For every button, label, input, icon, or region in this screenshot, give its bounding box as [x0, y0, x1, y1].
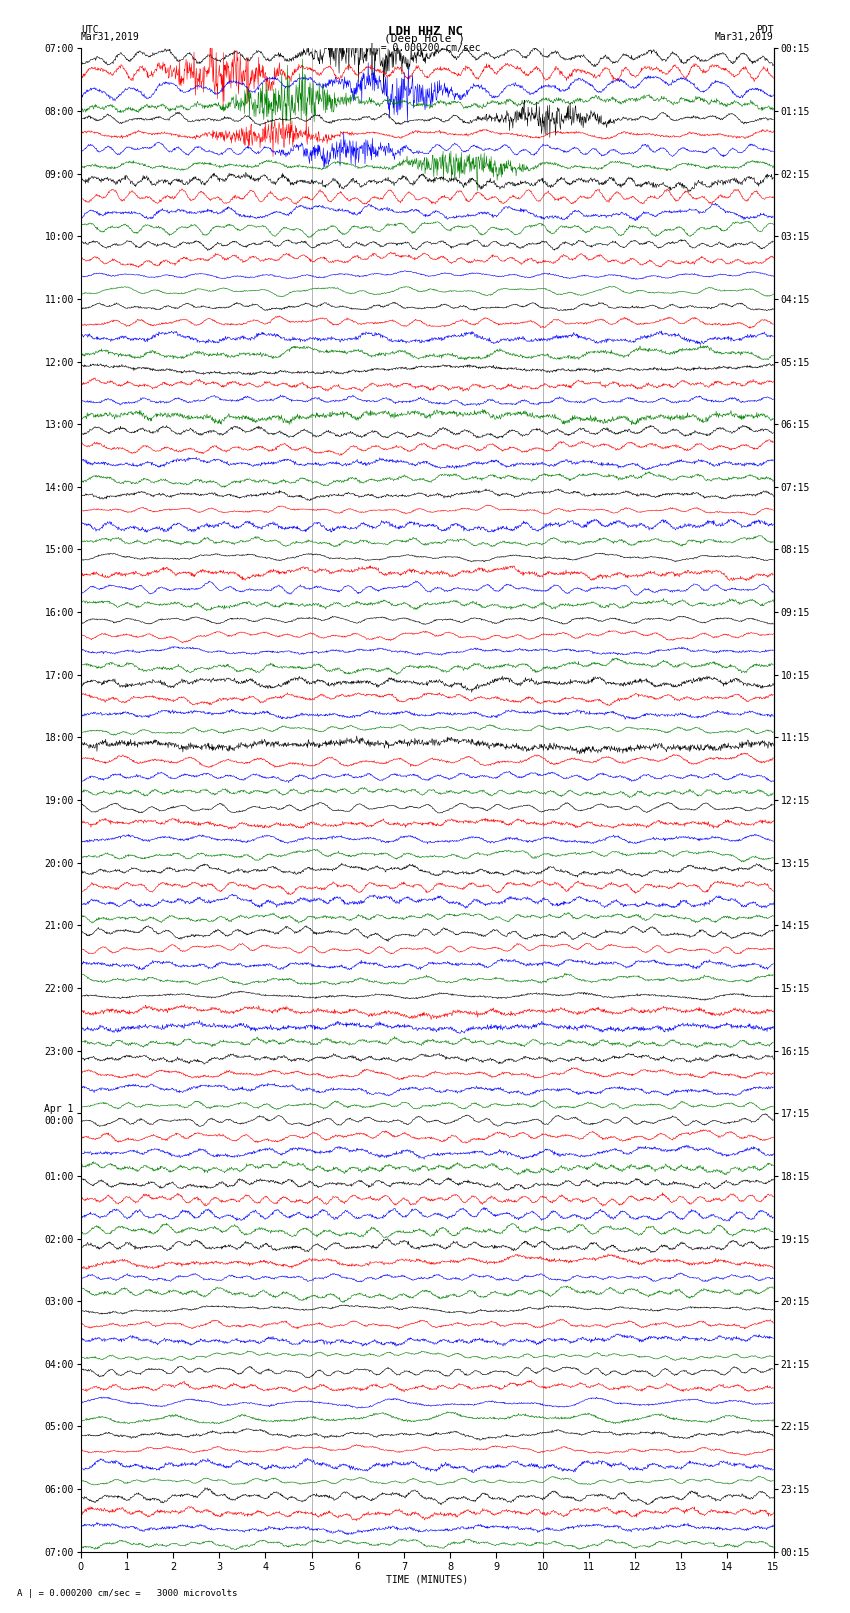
Text: (Deep Hole ): (Deep Hole ) — [384, 34, 466, 44]
Text: PDT: PDT — [756, 24, 774, 35]
Text: Mar31,2019: Mar31,2019 — [715, 32, 774, 42]
X-axis label: TIME (MINUTES): TIME (MINUTES) — [386, 1574, 468, 1586]
Text: Mar31,2019: Mar31,2019 — [81, 32, 139, 42]
Text: A | = 0.000200 cm/sec =   3000 microvolts: A | = 0.000200 cm/sec = 3000 microvolts — [17, 1589, 237, 1598]
Text: | = 0.000200 cm/sec: | = 0.000200 cm/sec — [369, 42, 481, 53]
Text: LDH HHZ NC: LDH HHZ NC — [388, 24, 462, 39]
Text: UTC: UTC — [81, 24, 99, 35]
